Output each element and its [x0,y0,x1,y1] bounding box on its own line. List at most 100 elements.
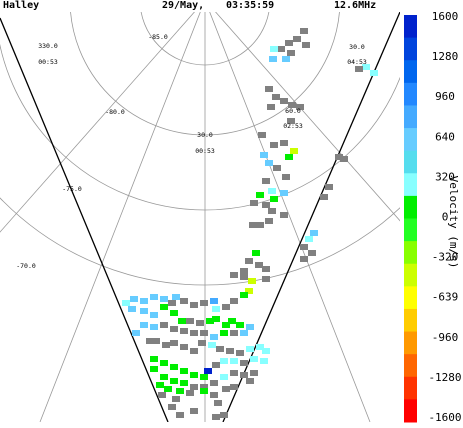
velocity-cell [240,360,248,366]
velocity-cell [310,230,318,236]
velocity-cell [170,364,178,370]
velocity-cell [220,358,228,364]
velocity-cell [300,256,308,262]
velocity-cell [272,94,280,100]
velocity-cell [160,304,168,310]
velocity-cell [260,358,268,364]
meridian-30 [209,12,371,422]
grid-label: 30.0 [197,131,213,139]
colorbar-block [404,241,417,265]
velocity-cell [296,104,304,110]
velocity-cell [150,324,158,330]
velocity-cell [150,366,158,372]
grid-labels: 330.0 00:53 -85.0 30.0 04:53 -80.0 60.0 … [16,33,367,270]
velocity-cell [130,296,138,302]
velocity-cell [230,298,238,304]
colorbar-block [404,173,417,197]
colorbar-block [404,354,417,378]
velocity-cell [226,348,234,354]
velocity-cell [270,46,278,52]
velocity-cell [246,378,254,384]
velocity-cell [122,300,130,306]
velocity-cell [302,42,310,48]
velocity-cell [190,348,198,354]
velocity-cell [240,372,248,378]
velocity-cell [362,64,370,70]
velocity-cell [245,258,253,264]
colorbar-block [404,60,417,84]
velocity-cell [287,50,295,56]
velocity-cell [146,338,154,344]
grid-label: -85.0 [148,33,168,41]
velocity-cell [206,318,214,324]
velocity-cell [277,46,285,52]
velocity-cell [162,342,170,348]
radar-fov-plot: 330.0 00:53 -85.0 30.0 04:53 -80.0 60.0 … [0,12,400,422]
velocity-cell [269,56,277,62]
velocity-cell [370,70,378,76]
velocity-cell [305,236,313,242]
velocity-cell [245,288,253,294]
velocity-cell [355,66,363,72]
velocity-cell [270,196,278,202]
velocity-cell [210,298,218,304]
velocity-cell [140,322,148,328]
velocity-cell [176,412,184,418]
velocity-cell [200,374,208,380]
velocity-cell [186,390,194,396]
colorbar-tick-labels: 1600 1280 960 640 320 0 -320 -639 -960 -1280 -1600 [428,10,461,424]
velocity-cell [222,386,230,392]
grid-label: 30.0 [349,43,365,51]
velocity-cell [160,322,168,328]
velocity-cell [340,156,348,162]
colorbar-tick-label: 320 [435,170,455,183]
velocity-cell [180,344,188,350]
colorbar-block [404,263,417,287]
velocity-cell [260,152,268,158]
velocity-cell [230,384,238,390]
velocity-cell [267,104,275,110]
colorbar-tick-label: -1280 [428,371,461,384]
velocity-cell [220,330,228,336]
velocity-cell [220,412,228,418]
velocity-cell [228,318,236,324]
meridian-300 [0,12,195,233]
velocity-cell [236,350,244,356]
velocity-cell [172,294,180,300]
velocity-cell [128,306,136,312]
velocity-cell [262,202,270,208]
velocity-cell [262,348,270,354]
velocity-cell [268,208,276,214]
grid-label: 00:53 [38,58,58,66]
grid-label: 330.0 [38,42,58,50]
velocity-cell [140,298,148,304]
velocity-cell [132,330,140,336]
velocity-cell [285,40,293,46]
velocity-cell [300,244,308,250]
colorbar-block [404,105,417,129]
velocity-cell [250,356,258,362]
colorbar-block [404,82,417,106]
velocity-cell [280,140,288,146]
colorbar-blocks [404,15,417,423]
plot-time: 03:35:59 [226,0,275,11]
velocity-cell [252,250,260,256]
velocity-cell [212,316,220,322]
velocity-cell [273,165,281,171]
velocity-cell [230,330,238,336]
colorbar-block [404,128,417,152]
velocity-cell [172,396,180,402]
velocity-cell [246,346,254,352]
velocity-cell [168,404,176,410]
velocity-cell [200,330,208,336]
velocity-cell [152,338,160,344]
velocity-cell [158,392,166,398]
colorbar-tick-label: -320 [432,251,459,264]
colorbar-tick-label: 1600 [432,10,459,23]
velocity-cell [246,324,254,330]
velocity-cell [190,330,198,336]
velocity-cell [250,200,258,206]
velocity-cell [150,356,158,362]
radar-frequency: 12.6MHz [334,0,377,11]
velocity-cell [190,372,198,378]
